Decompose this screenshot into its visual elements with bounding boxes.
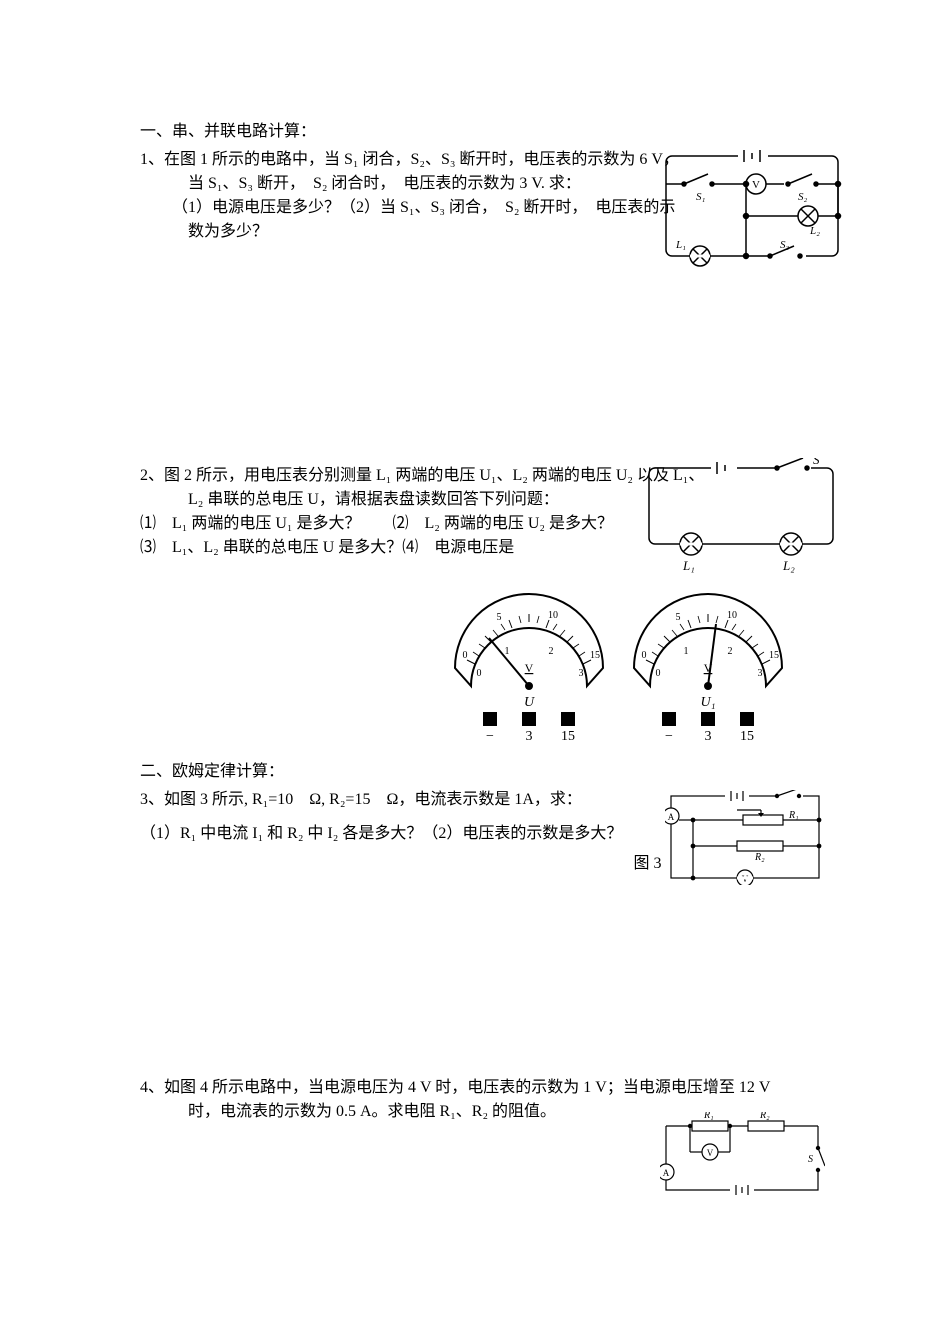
meter-u-term-15 (561, 712, 575, 726)
figure-3: A (665, 790, 825, 893)
meter-u1-top-15: 15 (769, 650, 779, 661)
meter-u-top-0: 0 (463, 650, 468, 661)
problem-1: 1、在图 1 所示的电路中，当 S₁ 闭合，S₂、S₃ 断开时，电压表的示数为 … (140, 148, 835, 244)
problem-3: 3、如图 3 所示, R₁=10 Ω, R₂=15 Ω，电流表示数是 1A，求：… (140, 788, 835, 876)
section-1-title: 一、串、并联电路计算： (140, 120, 835, 144)
meter-u-v: V (525, 661, 534, 675)
circuit-3-svg: A (665, 790, 825, 885)
meter-u1-term-15 (740, 712, 754, 726)
l2-label: L₂ (809, 225, 820, 237)
meter-u-bot-0: 0 (477, 668, 482, 679)
p3-l1a: 3、如图 3 所示, R₁=10 (140, 791, 309, 808)
r2-label-4: R₂ (759, 1112, 770, 1121)
l2-label-2: L₂ (782, 558, 795, 573)
voltmeter-v-4: V (707, 1148, 714, 1158)
meter-u-bot-3: 3 (579, 668, 584, 679)
meter-u-term-3 (522, 712, 536, 726)
l1-label: L₁ (675, 239, 686, 251)
meter-u-top-5: 5 (497, 612, 502, 623)
meter-u: 0 5 10 15 0 1 2 3 V U − 3 (441, 590, 616, 740)
figure-2: S L₁ L₂ (641, 458, 841, 581)
meter-u1-bot-3: 3 (758, 668, 763, 679)
meter-u1-15: 15 (740, 729, 754, 740)
meter-u1-bot-2: 2 (728, 646, 733, 657)
meter-u1-bot-1: 1 (684, 646, 689, 657)
section-2-title: 二、欧姆定律计算： (140, 760, 835, 784)
circuit-1-svg: V (660, 148, 845, 268)
s-label: S (813, 458, 820, 467)
circuit-2-svg: S L₁ L₂ (641, 458, 841, 573)
meter-u1-3: 3 (705, 729, 712, 740)
r1-label: R₁ (788, 810, 799, 821)
meter-u1-term-3 (701, 712, 715, 726)
ohm-icon-2: Ω (386, 791, 398, 808)
meter-u-bot-1: 1 (505, 646, 510, 657)
meter-u-minus: − (486, 729, 494, 740)
voltmeter-label: V (752, 179, 760, 191)
s2-label: S₂ (798, 191, 808, 203)
meter-u1: 0 5 10 15 0 1 2 3 V U₁ − 3 15 (620, 590, 795, 740)
meter-u-label: U (524, 695, 535, 710)
meter-u-top-10: 10 (548, 610, 558, 621)
s3-label: S₃ (780, 239, 790, 251)
meter-u1-top-10: 10 (727, 610, 737, 621)
circuit-4-svg: V A R₁ R₂ S (660, 1112, 825, 1197)
voltmeter-dials: 0 5 10 15 0 1 2 3 V U − 3 (140, 590, 835, 740)
l1-label-2: L₁ (682, 558, 695, 573)
page: 一、串、并联电路计算： 1、在图 1 所示的电路中，当 S₁ 闭合，S₂、S₃ … (0, 0, 945, 1232)
meter-u1-top-0: 0 (642, 650, 647, 661)
meter-u1-term-minus (662, 712, 676, 726)
r1-label-4: R₁ (703, 1112, 714, 1121)
meter-u-3: 3 (526, 729, 533, 740)
p3-l1b: , R₂=15 (321, 791, 386, 808)
r2-label: R₂ (754, 852, 765, 863)
figure-1: V (660, 148, 845, 276)
ohm-icon-1: Ω (309, 791, 321, 808)
s-label-4: S (808, 1154, 813, 1165)
meter-u-term-minus (483, 712, 497, 726)
ammeter-a: A (668, 812, 675, 822)
meter-u1-label: U₁ (701, 695, 716, 710)
p4-line1: 4、如图 4 所示电路中，当电源电压为 4 V 时，电压表的示数为 1 V；当电… (140, 1076, 835, 1100)
meter-u-top-15: 15 (590, 650, 600, 661)
meter-u1-v: V (704, 661, 713, 675)
meter-u-15: 15 (561, 729, 575, 740)
problem-4: 4、如图 4 所示电路中，当电源电压为 4 V 时，电压表的示数为 1 V；当电… (140, 1076, 835, 1124)
figure-4: V A R₁ R₂ S (660, 1112, 825, 1205)
meter-u1-bot-0: 0 (656, 668, 661, 679)
meter-u1-top-5: 5 (676, 612, 681, 623)
problem-2: 2、图 2 所示，用电压表分别测量 L₁ 两端的电压 U₁、L₂ 两端的电压 U… (140, 464, 835, 740)
ammeter-a-4: A (663, 1168, 670, 1178)
meter-u1-minus: − (665, 729, 673, 740)
s1-label: S₁ (696, 191, 706, 203)
p3-l1c: ，电流表示数是 1A，求： (398, 791, 582, 808)
meter-u-bot-2: 2 (549, 646, 554, 657)
